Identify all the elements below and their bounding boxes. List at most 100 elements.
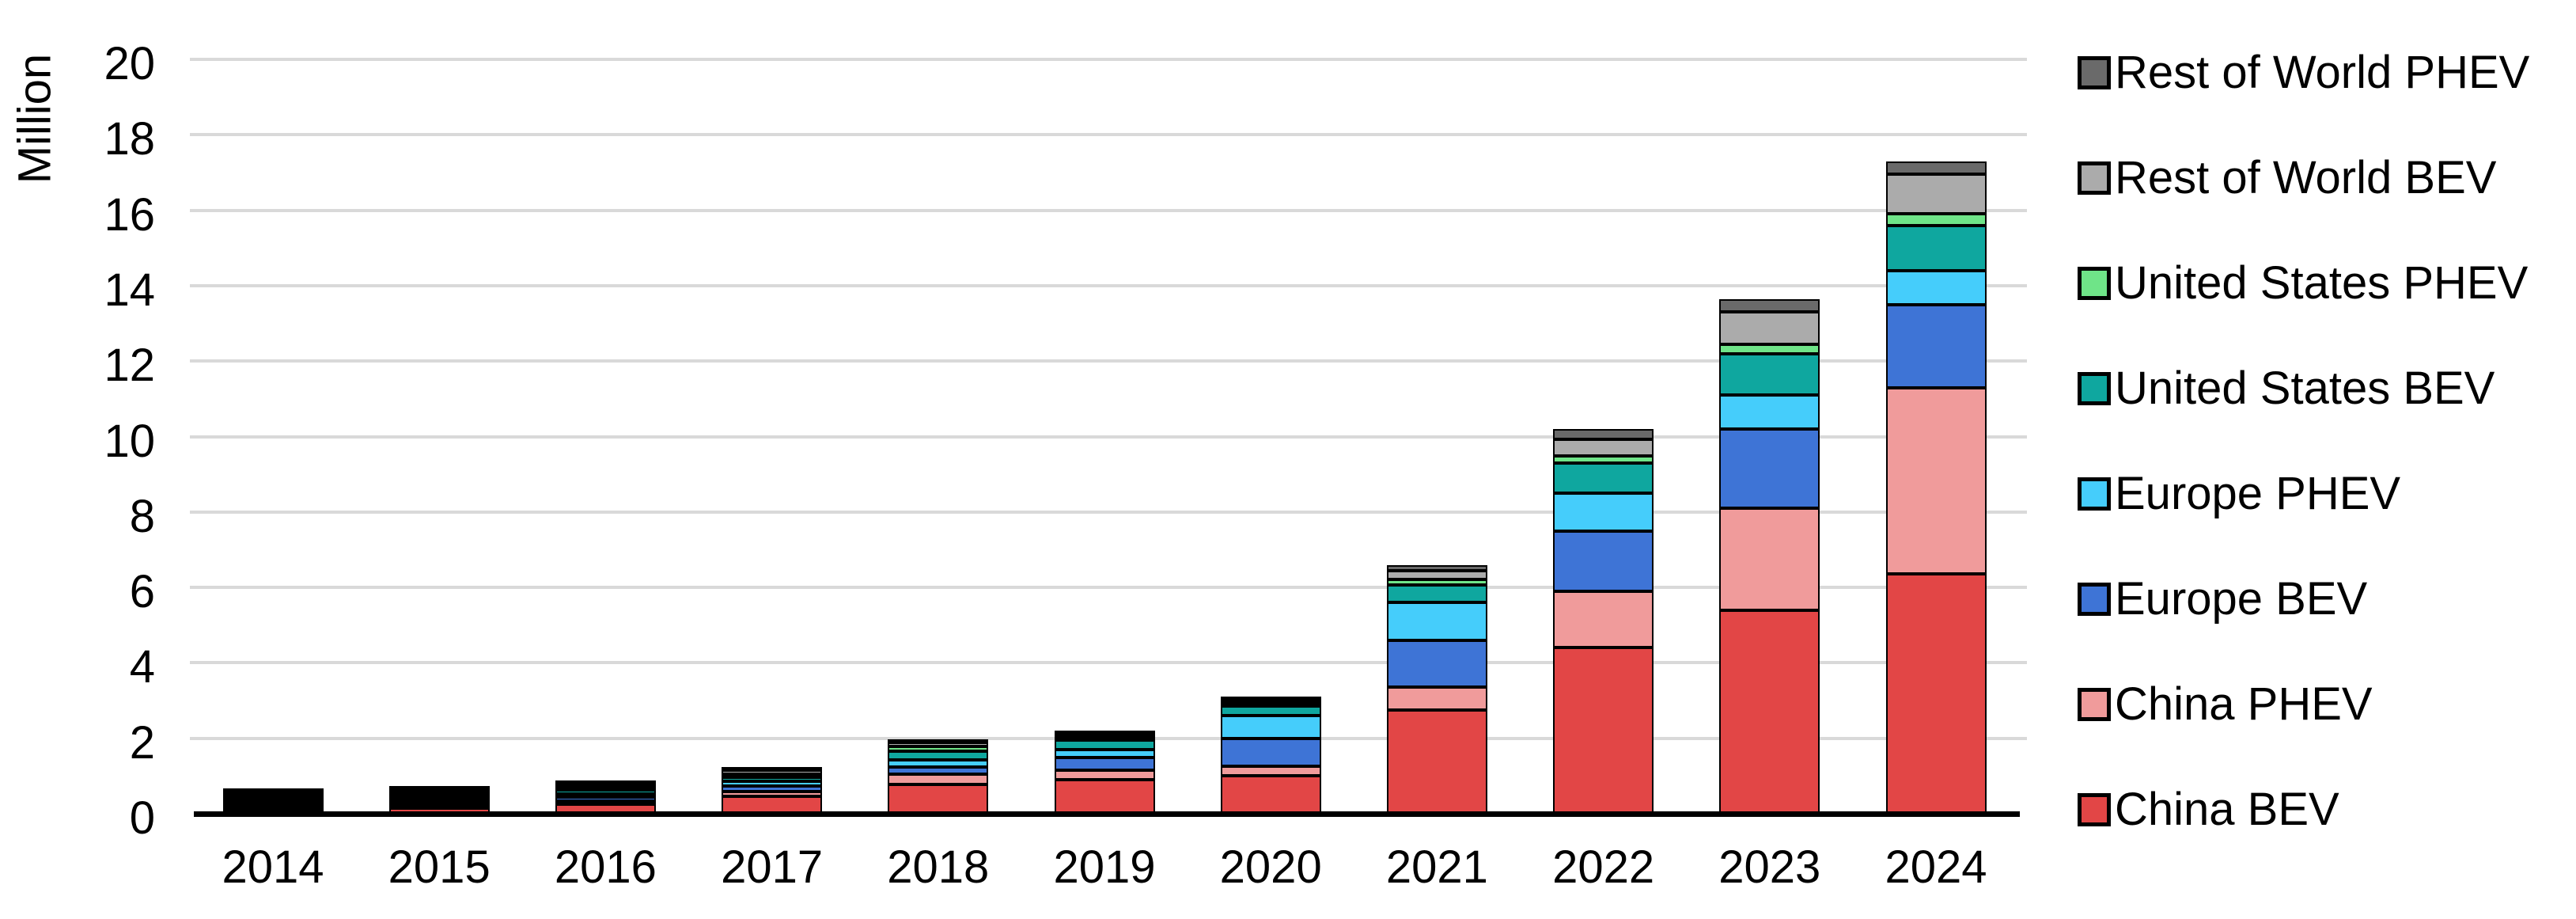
bar-segment-2017-rest-of-world-phev <box>722 766 823 770</box>
x-tick-label-2015: 2015 <box>388 841 491 893</box>
legend-swatch-icon <box>2078 267 2111 300</box>
bar-segment-2020-united-states-phev <box>1220 703 1321 707</box>
bar-segment-2024-china-phev <box>1885 387 1987 575</box>
bar-segment-2021-china-bev <box>1386 709 1487 814</box>
bar-segment-2017-rest-of-world-bev <box>722 769 823 774</box>
bar-2022 <box>1553 429 1654 814</box>
bar-segment-2018-europe-phev <box>888 760 989 767</box>
bar-2023 <box>1719 298 1820 814</box>
bar-segment-2016-europe-bev <box>555 797 656 801</box>
bar-segment-2024-rest-of-world-phev <box>1885 161 1987 175</box>
gridline-6 <box>190 586 2027 590</box>
legend-item-united-states-phev: United States PHEV <box>2078 255 2528 312</box>
bar-segment-2022-rest-of-world-bev <box>1553 439 1654 457</box>
bar-segment-2020-rest-of-world-phev <box>1220 697 1321 701</box>
bar-segment-2019-europe-bev <box>1054 757 1155 771</box>
bar-segment-2023-rest-of-world-phev <box>1719 298 1820 313</box>
legend-swatch-icon <box>2078 372 2111 405</box>
y-tick-label-20: 20 <box>104 38 155 89</box>
bar-segment-2020-rest-of-world-bev <box>1220 700 1321 704</box>
bar-segment-2024-china-bev <box>1885 574 1987 814</box>
bar-segment-2024-rest-of-world-bev <box>1885 174 1987 215</box>
bar-segment-2016-rest-of-world-bev <box>555 784 656 788</box>
bar-segment-2019-united-states-phev <box>1054 737 1155 741</box>
bar-segment-2016-rest-of-world-phev <box>555 780 656 784</box>
bar-segment-2019-rest-of-world-bev <box>1054 734 1155 738</box>
bar-segment-2018-rest-of-world-bev <box>888 742 989 747</box>
bar-2021 <box>1386 564 1487 814</box>
bar-segment-2015-europe-phev <box>388 798 490 802</box>
bar-segment-2023-rest-of-world-bev <box>1719 312 1820 344</box>
legend-item-china-bev: China BEV <box>2078 781 2339 838</box>
bar-segment-2016-europe-phev <box>555 793 656 798</box>
legend-item-china-phev: China PHEV <box>2078 676 2373 733</box>
legend-swatch-icon <box>2078 56 2111 89</box>
legend-item-europe-phev: Europe PHEV <box>2078 465 2400 522</box>
y-tick-label-12: 12 <box>104 340 155 392</box>
legend-label: Europe BEV <box>2115 573 2368 625</box>
legend-swatch-icon <box>2078 583 2111 616</box>
bar-segment-2014-europe-bev <box>222 804 324 807</box>
legend-label: United States PHEV <box>2115 257 2529 309</box>
bar-segment-2016-china-phev <box>555 800 656 804</box>
y-tick-label-18: 18 <box>104 113 155 165</box>
x-tick-label-2024: 2024 <box>1885 841 1987 893</box>
bar-segment-2017-europe-bev <box>722 786 823 792</box>
legend-swatch-icon <box>2078 161 2111 195</box>
bar-2015 <box>388 785 490 814</box>
bar-segment-2022-united-states-phev <box>1553 456 1654 463</box>
bar-segment-2021-europe-phev <box>1386 602 1487 640</box>
x-tick-label-2022: 2022 <box>1552 841 1655 893</box>
legend-swatch-icon <box>2078 477 2111 511</box>
bar-segment-2015-united-states-phev <box>388 792 490 796</box>
x-tick-label-2016: 2016 <box>554 841 657 893</box>
bar-segment-2018-china-bev <box>888 784 989 814</box>
bar-segment-2016-united-states-phev <box>555 787 656 791</box>
bar-segment-2023-united-states-phev <box>1719 344 1820 354</box>
bar-segment-2022-united-states-bev <box>1553 462 1654 493</box>
gridline-12 <box>190 359 2027 363</box>
bar-segment-2017-china-phev <box>722 792 823 796</box>
bar-segment-2019-europe-phev <box>1054 750 1155 758</box>
legend-swatch-icon <box>2078 793 2111 826</box>
bar-segment-2022-rest-of-world-phev <box>1553 429 1654 439</box>
bar-segment-2014-china-phev <box>222 807 324 811</box>
y-tick-label-16: 16 <box>104 188 155 241</box>
bar-segment-2015-united-states-bev <box>388 795 490 799</box>
y-tick-label-10: 10 <box>104 415 155 467</box>
chart-legend: Rest of World PHEV Rest of World BEV Unite… <box>2078 0 2576 919</box>
bar-segment-2022-europe-phev <box>1553 493 1654 531</box>
gridline-16 <box>190 208 2027 212</box>
bar-segment-2021-rest-of-world-bev <box>1386 570 1487 579</box>
y-tick-label-8: 8 <box>129 490 155 542</box>
legend-label: Rest of World PHEV <box>2115 47 2530 98</box>
bar-segment-2015-rest-of-world-bev <box>388 788 490 792</box>
bar-segment-2020-united-states-bev <box>1220 706 1321 716</box>
bar-segment-2014-europe-phev <box>222 801 324 804</box>
y-tick-label-6: 6 <box>129 566 155 618</box>
bar-segment-2019-china-phev <box>1054 770 1155 780</box>
bar-segment-2023-united-states-bev <box>1719 353 1820 396</box>
bar-segment-2024-europe-bev <box>1885 304 1987 388</box>
bar-segment-2019-rest-of-world-phev <box>1054 731 1155 735</box>
bar-segment-2024-europe-phev <box>1885 270 1987 305</box>
bar-segment-2014-rest-of-world-bev <box>222 792 324 795</box>
y-tick-label-0: 0 <box>129 792 155 844</box>
x-tick-label-2019: 2019 <box>1053 841 1156 893</box>
bar-segment-2024-united-states-phev <box>1885 214 1987 226</box>
bar-segment-2021-united-states-phev <box>1386 579 1487 585</box>
bar-segment-2018-united-states-bev <box>888 750 989 761</box>
bar-segment-2020-europe-phev <box>1220 716 1321 739</box>
bar-segment-2021-united-states-bev <box>1386 584 1487 603</box>
bar-segment-2015-europe-bev <box>388 801 490 805</box>
bar-segment-2021-china-phev <box>1386 687 1487 710</box>
bar-segment-2023-china-bev <box>1719 610 1820 814</box>
gridline-20 <box>190 58 2027 61</box>
bar-2024 <box>1885 161 1987 814</box>
bar-2018 <box>888 739 989 814</box>
y-tick-label-4: 4 <box>129 641 155 693</box>
bar-segment-2020-europe-bev <box>1220 738 1321 767</box>
bar-segment-2017-united-states-phev <box>722 773 823 777</box>
bar-segment-2014-united-states-bev <box>222 798 324 801</box>
bar-segment-2023-europe-phev <box>1719 395 1820 429</box>
